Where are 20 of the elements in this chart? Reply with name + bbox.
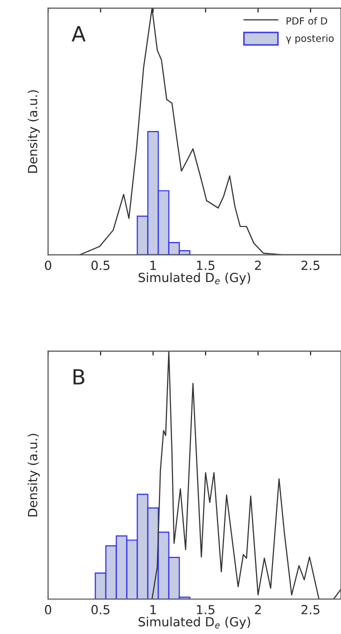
y-axis-title: Density (a.u.) [28, 90, 40, 173]
legend-label: PDF of D [286, 17, 328, 25]
x-tick-label: 0 [44, 260, 52, 270]
x-axis-title: Simulated D$_{e}$ (Gy) [138, 272, 250, 285]
legend-label: γ posterio [286, 34, 334, 44]
x-tick-label: 2.5 [302, 260, 320, 270]
x-tick-label: 2.5 [302, 604, 320, 614]
x-tick-label: 2 [255, 604, 261, 614]
x-tick-label: 2 [255, 260, 261, 270]
annotation: B [74, 369, 84, 384]
y-axis-title: Density (a.u.) [28, 434, 40, 516]
annotation: A [72, 26, 86, 42]
x-tick-label: 1 [150, 260, 156, 270]
x-tick-label: 1.5 [197, 605, 214, 614]
x-tick-label: 0 [44, 604, 52, 614]
x-tick-label: 0.5 [91, 260, 110, 270]
x-axis-title: Simulated D$_{e}$ (Gy) [138, 616, 250, 629]
x-tick-label: 1 [150, 605, 156, 614]
x-tick-label: 0.5 [91, 604, 110, 614]
x-tick-label: 1.5 [197, 260, 214, 270]
